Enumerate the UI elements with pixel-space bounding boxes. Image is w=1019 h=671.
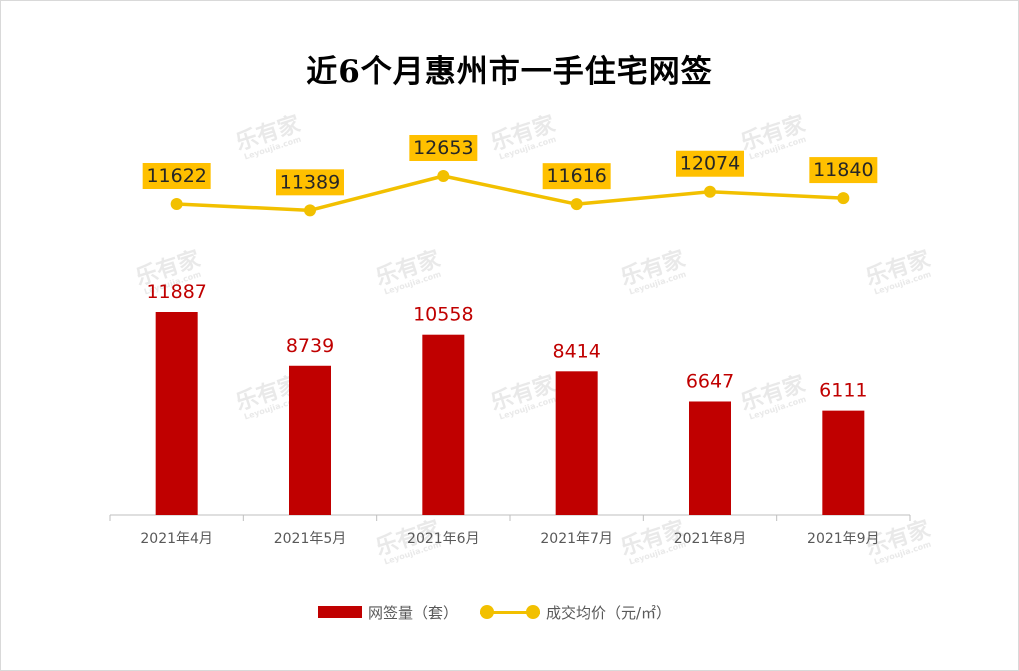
price-value-label: 12074	[680, 153, 740, 175]
price-line	[176, 174, 844, 213]
price-point	[570, 198, 583, 211]
x-tick-label: 2021年7月	[540, 531, 613, 547]
price-value-label: 12653	[413, 137, 473, 159]
price-point	[170, 198, 183, 210]
price-label-box	[676, 150, 744, 177]
legend: 网签量（套） 成交均价（元/㎡）	[0, 600, 1019, 624]
bar-value-label: 11887	[146, 281, 206, 303]
price-value-label: 11389	[280, 171, 340, 193]
price-point	[437, 170, 450, 182]
price-point	[304, 204, 316, 217]
legend-label-bar: 网签量（套）	[368, 603, 459, 622]
bar-4	[555, 371, 598, 515]
price-value-label: 11840	[813, 159, 873, 181]
bar-value-label: 6647	[686, 370, 734, 392]
price-label-box	[142, 163, 211, 189]
bar-1	[155, 312, 198, 515]
price-label-box	[542, 163, 611, 190]
x-tick-label: 2021年9月	[807, 531, 880, 547]
legend-bar-swatch	[318, 606, 362, 618]
price-label-box	[809, 157, 878, 184]
bar-5	[689, 401, 731, 515]
chart-title: 近6个月惠州市一手住宅网签	[306, 54, 713, 90]
legend-line-swatch	[480, 600, 540, 624]
bar-2	[289, 365, 331, 515]
bar-value-label: 8414	[552, 340, 600, 362]
price-point	[837, 192, 850, 205]
bar-value-label: 6111	[819, 380, 867, 402]
bar-value-label: 10558	[413, 304, 473, 326]
price-value-label: 11622	[146, 165, 206, 187]
price-label-box	[409, 135, 478, 161]
x-tick-label: 2021年4月	[140, 531, 213, 547]
bar-6	[822, 410, 865, 515]
x-tick-label: 2021年8月	[674, 531, 747, 547]
bar-value-label: 8739	[286, 335, 334, 357]
price-value-label: 11616	[546, 165, 606, 187]
price-label-box	[276, 169, 344, 196]
bar-3	[422, 334, 465, 515]
price-point	[704, 185, 716, 198]
legend-item-bar: 网签量（套）	[318, 600, 458, 624]
x-tick-label: 2021年5月	[274, 531, 347, 547]
legend-item-line: 成交均价（元/㎡）	[480, 600, 671, 624]
legend-label-line: 成交均价（元/㎡）	[546, 603, 672, 622]
x-tick-label: 2021年6月	[407, 531, 480, 547]
